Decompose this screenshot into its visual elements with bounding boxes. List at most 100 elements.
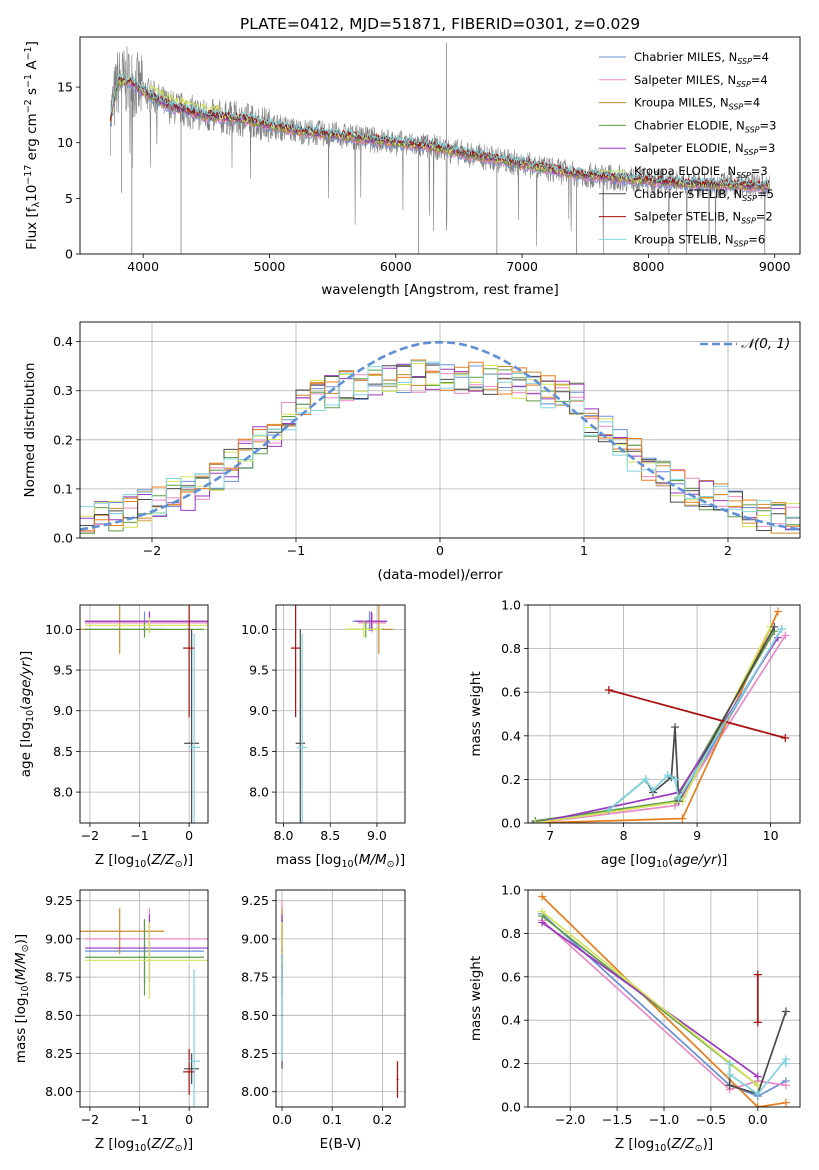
y-tick-label: 9.0 <box>249 703 269 718</box>
mass-weight-point-marker <box>641 775 650 784</box>
y-tick-label: 0.8 <box>501 926 521 941</box>
y-tick-label: 9.25 <box>241 893 269 908</box>
x-axis-label: wavelength [Angstrom, rest frame] <box>321 282 559 298</box>
y-tick-label: 8.75 <box>45 970 73 985</box>
mass-weight-point-marker <box>753 970 762 979</box>
mass-weight-point-marker <box>674 795 683 804</box>
mass-weight-point-marker <box>773 607 782 616</box>
mass-weight-point-marker <box>753 1089 762 1098</box>
x-tick-label: 0 <box>436 543 444 558</box>
axes-frame <box>79 36 801 255</box>
x-axis-label-part: ⊙ <box>175 859 183 870</box>
mass-weight-point-marker <box>538 907 547 916</box>
x-axis-label-part: )] <box>395 852 406 868</box>
y-tick-label: 0 <box>65 247 73 262</box>
legend-label-sub: SSP <box>736 80 751 89</box>
x-tick-label: 8.5 <box>320 828 340 843</box>
x-axis-label-part: Z/Z <box>151 852 176 868</box>
legend-label: Chabrier MILES, NSSP=4 <box>634 50 769 66</box>
y-tick-label: 8.50 <box>241 1008 269 1023</box>
y-axis-label-part: ( <box>18 705 34 710</box>
mass-weight-point-marker <box>770 622 779 631</box>
legend-label-text: Chabrier STELIB, N <box>634 187 742 201</box>
panel-mass_weight_vs_Z: −2.0 −1.5 −1.0 −0.5 0.0 0.0 0.2 0.4 0.6 0.8 1.0 Z [… <box>468 883 801 1154</box>
x-tick-label: 0.0 <box>272 1112 292 1127</box>
legend-label-sub: SSP <box>736 171 751 180</box>
x-tick-label: 4000 <box>127 259 159 274</box>
y-axis-label-part: 10 <box>20 985 31 997</box>
axes-frame <box>79 889 209 1108</box>
x-tick-label: 0.2 <box>372 1112 392 1127</box>
y-axis-label-part: mass weight <box>468 956 484 1041</box>
y-tick-label: 8.75 <box>241 970 269 985</box>
x-axis-label: Z [log10(Z/Z⊙)] <box>615 1136 713 1154</box>
legend-label-value: =3 <box>758 141 775 155</box>
x-axis-label-part: 10 <box>341 859 353 870</box>
legend-label-sub: SSP <box>734 239 749 248</box>
mass-weight-point-marker <box>671 775 680 784</box>
mass-weight-point-marker <box>781 1098 790 1107</box>
x-axis-label-part: (data-model)/error <box>377 567 503 583</box>
legend-label: Chabrier STELIB, NSSP=5 <box>634 187 774 203</box>
y-tick-label: 10.0 <box>241 622 269 637</box>
legend-label: Kroupa MILES, NSSP=4 <box>634 96 760 112</box>
mass-weight-point-marker <box>725 1059 734 1068</box>
legend-label-sub: SSP <box>745 125 760 134</box>
x-axis-label: E(B-V) <box>320 1136 362 1152</box>
y-axis-label-part: age [log <box>18 722 34 777</box>
y-tick-label: 8.25 <box>241 1046 269 1061</box>
x-axis-label-part: ⊙ <box>175 1143 183 1154</box>
y-tick-label: 9.00 <box>45 931 73 946</box>
x-axis-label-part: ( <box>146 852 151 868</box>
y-axis-label-part: −1 <box>23 46 34 60</box>
y-tick-label: 0.2 <box>501 1056 521 1071</box>
x-axis-label-part: age/yr <box>673 852 718 868</box>
y-axis-label: Normed distribution <box>22 363 38 498</box>
mass-weight-point-marker <box>753 1072 762 1081</box>
mass-weight-point-marker <box>663 771 672 780</box>
x-axis-label-part: M/M <box>359 852 387 868</box>
mass-weight-point-marker <box>604 686 613 695</box>
y-axis-label-part: )] <box>13 934 29 945</box>
legend-label-sub: SSP <box>744 148 759 157</box>
y-tick-label: 0.3 <box>53 383 73 398</box>
legend-label: Kroupa ELODIE, NSSP=3 <box>634 164 768 180</box>
legend-label-value: =2 <box>756 210 773 224</box>
x-tick-label: −1.0 <box>649 1112 679 1127</box>
panel-age_vs_Z: −2 −1 08.08.59.09.510.0Z [log10(Z/Z⊙)]age … <box>18 604 209 870</box>
x-tick-label: 5000 <box>254 259 286 274</box>
legend-label-text: Salpeter ELODIE, N <box>634 141 744 155</box>
mass-weight-point-marker <box>678 814 687 823</box>
mass-weight-series-line <box>541 895 787 1107</box>
y-tick-label: 15 <box>57 80 73 95</box>
x-tick-label: 9.0 <box>367 828 387 843</box>
x-axis-label-part: ⊙ <box>695 1143 703 1154</box>
x-tick-label: −1 <box>130 1112 148 1127</box>
panel-age_vs_mass: 8.0 8.5 9.0 8.0 8.5 9.0 9.5 10.0 mass [log10(M/M… <box>241 604 406 870</box>
y-axis-label-part: Flux [f <box>24 206 40 250</box>
x-tick-label: 0 <box>185 828 193 843</box>
x-axis-label: Z [log10(Z/Z⊙)] <box>95 852 193 870</box>
y-tick-label: 0.4 <box>53 334 73 349</box>
y-tick-label: 8.00 <box>45 1084 73 1099</box>
x-axis-label-part: age [log <box>601 852 656 868</box>
x-tick-label: 8 <box>620 828 628 843</box>
legend-label-value: =4 <box>751 73 768 87</box>
y-axis-label-part: ⊙ <box>20 944 31 952</box>
axes-frame <box>79 321 801 539</box>
x-axis-label-part: E(B-V) <box>320 1136 362 1152</box>
legend-label: Salpeter STELIB, NSSP=2 <box>634 210 773 226</box>
y-tick-label: 0.0 <box>501 816 521 831</box>
y-axis-label-part: Normed distribution <box>22 363 38 498</box>
x-axis-label-part: ⊙ <box>387 859 395 870</box>
axes-frame <box>79 604 209 824</box>
y-axis-label-part: s <box>24 88 40 99</box>
plot-area <box>538 892 790 1107</box>
axes-frame <box>275 889 406 1108</box>
y-tick-label: 8.25 <box>45 1046 73 1061</box>
plot-area <box>290 605 393 823</box>
x-tick-label: 6000 <box>380 259 412 274</box>
mass-weight-point-marker <box>538 892 547 901</box>
